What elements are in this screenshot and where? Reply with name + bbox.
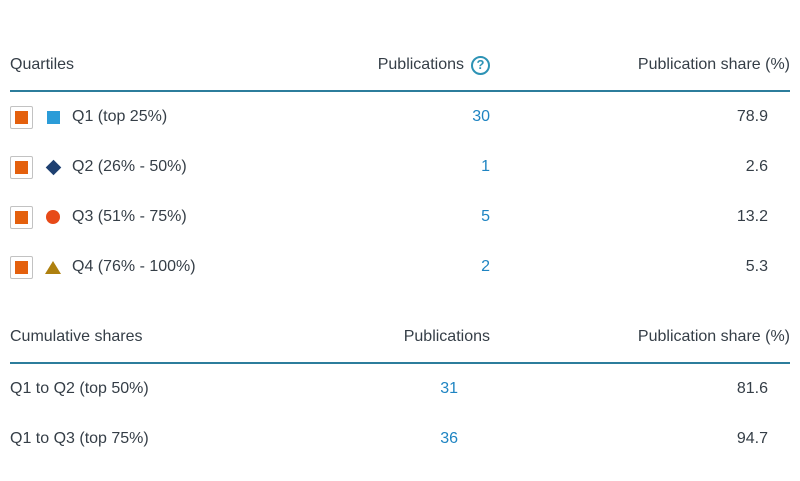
quartiles-column-header: Quartiles xyxy=(10,56,75,73)
cumulative-label: Q1 to Q3 (top 75%) xyxy=(10,430,149,447)
cumulative-label: Q1 to Q2 (top 50%) xyxy=(10,380,149,397)
square-icon xyxy=(46,110,60,124)
quartiles-header-row: Quartiles Publications ? Publication sha… xyxy=(10,55,790,92)
circle-icon xyxy=(46,210,60,224)
quartile-row-q3: Q3 (51% - 75%) 5 13.2 xyxy=(10,192,790,242)
help-icon[interactable]: ? xyxy=(471,55,490,75)
cumulative-row-q1-q2: Q1 to Q2 (top 50%) 31 81.6 xyxy=(10,364,790,414)
q3-checkbox[interactable] xyxy=(10,205,33,229)
quartile-label: Q3 (51% - 75%) xyxy=(72,208,187,225)
checkbox-checked-fill xyxy=(15,110,28,124)
legend-marker xyxy=(45,210,61,224)
quartiles-section: Quartiles Publications ? Publication sha… xyxy=(10,55,790,292)
publications-count-link[interactable]: 2 xyxy=(481,258,490,275)
cumulative-header-row: Cumulative shares Publications Publicati… xyxy=(10,292,790,364)
publication-share-column-header: Publication share (%) xyxy=(637,328,790,345)
q4-checkbox[interactable] xyxy=(10,255,33,279)
quartile-row-q4: Q4 (76% - 100%) 2 5.3 xyxy=(10,242,790,292)
legend-marker xyxy=(45,159,61,175)
checkbox-checked-fill xyxy=(15,260,28,274)
cumulative-shares-column-header: Cumulative shares xyxy=(10,328,143,345)
publications-column-header: Publications ? xyxy=(320,55,490,75)
cumulative-shares-section: Cumulative shares Publications Publicati… xyxy=(10,292,790,464)
q1-checkbox[interactable] xyxy=(10,105,33,129)
quartile-label: Q2 (26% - 50%) xyxy=(72,158,187,175)
publications-count-link[interactable]: 31 xyxy=(440,380,458,397)
publication-share-value: 13.2 xyxy=(736,208,768,225)
publications-count-link[interactable]: 30 xyxy=(472,108,490,125)
publications-count-link[interactable]: 1 xyxy=(481,158,490,175)
triangle-icon xyxy=(45,260,61,274)
publications-count-link[interactable]: 5 xyxy=(481,208,490,225)
checkbox-checked-fill xyxy=(15,160,28,174)
diamond-icon xyxy=(45,159,61,175)
quartile-row-q2: Q2 (26% - 50%) 1 2.6 xyxy=(10,142,790,192)
publications-count-link[interactable]: 36 xyxy=(440,430,458,447)
q2-checkbox[interactable] xyxy=(10,155,33,179)
publication-share-value: 2.6 xyxy=(745,158,768,175)
publication-share-value: 5.3 xyxy=(745,258,768,275)
cumulative-row-q1-q3: Q1 to Q3 (top 75%) 36 94.7 xyxy=(10,414,790,464)
publication-share-value: 78.9 xyxy=(736,108,768,125)
checkbox-checked-fill xyxy=(15,210,28,224)
publications-column-header: Publications xyxy=(320,327,490,347)
publications-header-label: Publications xyxy=(377,56,464,73)
quartiles-panel: Quartiles Publications ? Publication sha… xyxy=(10,55,790,464)
quartile-row-q1: Q1 (top 25%) 30 78.9 xyxy=(10,92,790,142)
legend-marker xyxy=(45,110,61,124)
quartile-label: Q1 (top 25%) xyxy=(72,108,168,125)
legend-marker xyxy=(45,260,61,274)
publications-header-label: Publications xyxy=(403,328,490,345)
publication-share-value: 81.6 xyxy=(736,380,768,397)
quartile-label: Q4 (76% - 100%) xyxy=(72,258,196,275)
publication-share-value: 94.7 xyxy=(736,430,768,447)
publication-share-column-header: Publication share (%) xyxy=(637,56,790,73)
